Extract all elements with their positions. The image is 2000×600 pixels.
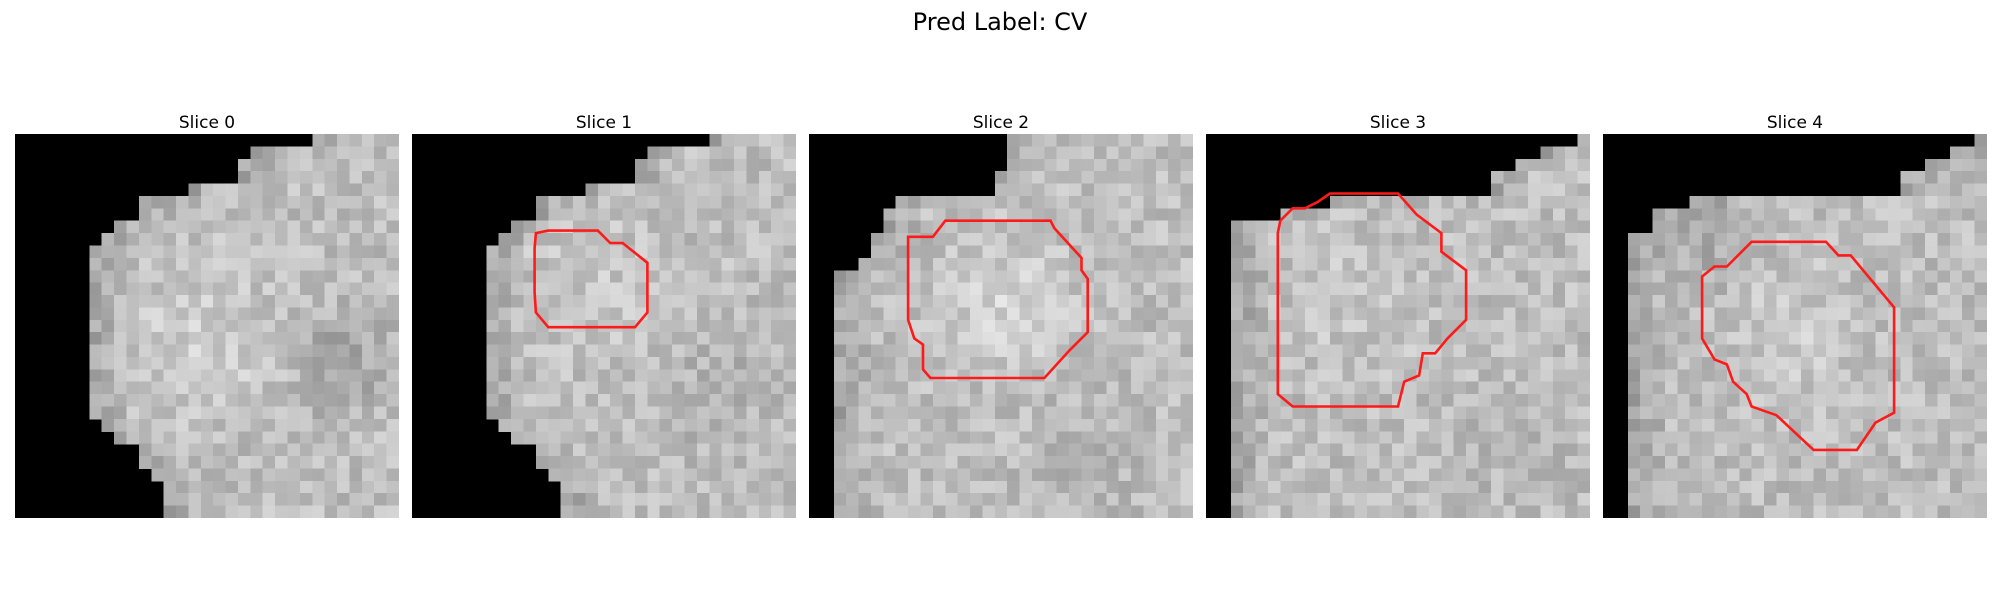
slice-title: Slice 3	[1369, 113, 1427, 133]
slice-title: Slice 1	[575, 113, 633, 133]
prediction-contour	[1700, 240, 1896, 452]
slice-image	[809, 134, 1193, 518]
prediction-contour	[533, 229, 649, 329]
prediction-contour	[906, 219, 1090, 380]
slice-title: Slice 2	[972, 113, 1030, 133]
slice-image	[1603, 134, 1987, 518]
slice-image	[1206, 134, 1590, 518]
slice-pixels	[1627, 134, 1987, 518]
slice-pixels	[1230, 134, 1590, 518]
slice-canvas	[15, 134, 399, 518]
slice-title: Slice 4	[1766, 113, 1824, 133]
slice-canvas	[1206, 134, 1590, 518]
slice-image	[15, 134, 399, 518]
slice-canvas	[1603, 134, 1987, 518]
slice-panel-0: Slice 0	[15, 112, 399, 518]
slice-canvas	[412, 134, 796, 518]
slice-panel-2: Slice 2	[809, 112, 1193, 518]
slice-pixels	[486, 134, 796, 518]
slice-panel-1: Slice 1	[412, 112, 796, 518]
slice-panel-4: Slice 4	[1603, 112, 1987, 518]
slice-pixels	[833, 134, 1193, 518]
slice-image	[412, 134, 796, 518]
slice-title: Slice 0	[178, 113, 236, 133]
slice-canvas	[809, 134, 1193, 518]
figure-title: Pred Label: CV	[912, 8, 1088, 36]
prediction-contour	[1276, 192, 1468, 408]
slice-pixels	[89, 134, 399, 518]
slice-panel-3: Slice 3	[1206, 112, 1590, 518]
